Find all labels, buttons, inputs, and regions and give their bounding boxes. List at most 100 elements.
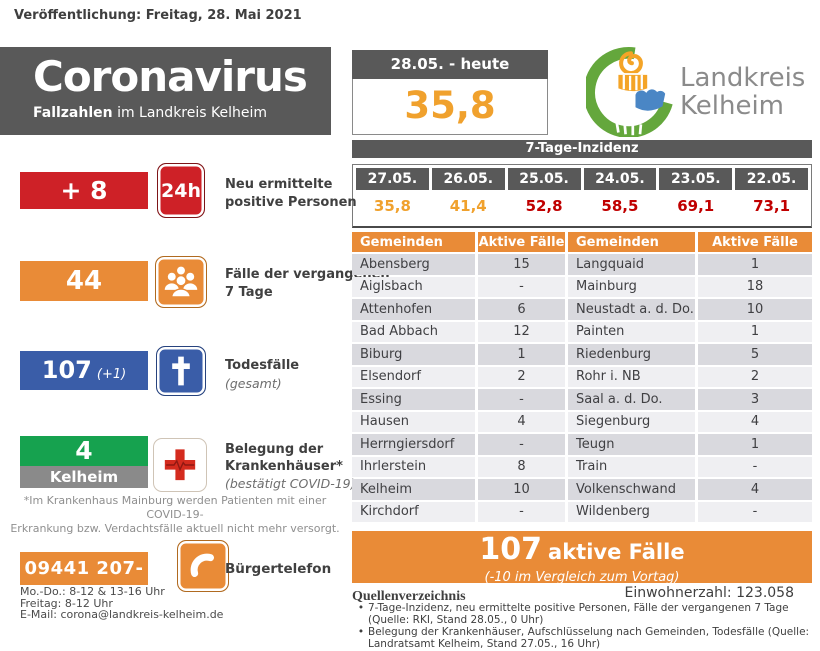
gemeinde-name-cell: Ihrlerstein [352,456,475,477]
hotline-hours-line1: Mo.-Do.: 8-12 & 13-16 Uhr [20,585,165,598]
active-cases-cell: 10 [478,479,565,500]
deaths-value: 107 [41,356,92,384]
bullet-icon: • [357,626,365,638]
page-subtitle: Fallzahlen im Landkreis Kelheim [33,105,331,121]
gemeinde-name-cell: Painten [568,321,695,342]
table-row: Biburg 1 Riedenburg 5 [352,344,812,365]
incidence-date: 27.05. [356,168,429,190]
population-count: Einwohnerzahl: 123.058 [624,585,795,601]
gemeinde-name-cell: Elsendorf [352,366,475,387]
active-cases-cell: 1 [698,321,812,342]
incidence-date: 24.05. [583,168,657,190]
gemeinde-name-cell: Biburg [352,344,475,365]
incidence-value: 41,4 [431,192,505,219]
active-cases-cell: 4 [698,479,812,500]
medical-cross-icon [153,438,207,492]
gemeinde-name-cell: Volkenschwand [568,479,695,500]
logo-icon [586,47,673,137]
gemeinde-name-cell: Neustadt a. d. Do. [568,299,695,320]
logo-line2: Kelheim [680,91,784,121]
deaths-value-box: 107 (+1) [20,351,148,390]
hospital-location: Kelheim [20,466,148,488]
table-row: Kirchdorf - Wildenberg - [352,501,812,522]
active-cases-total: 107 [479,532,543,567]
deaths-label: Todesfälle (gesamt) [225,357,299,393]
incidence-value: 58,5 [583,192,657,219]
deaths-delta: (+1) [96,367,127,382]
gemeinde-name-cell: Rohr i. NB [568,366,695,387]
incidence-section-title: 7-Tage-Inzidenz [352,140,812,158]
phone-handset-icon [177,540,229,592]
cross-icon [156,346,206,396]
table-body: Abensberg 15 Langquaid 1 Aiglsbach - Mainburg… [352,254,812,522]
active-cases-cell: 1 [698,254,812,275]
active-cases-cell: 3 [698,389,812,410]
deaths-label-text: Todesfälle [225,358,300,373]
hospital-label-line2: Krankenhäuser* [225,459,343,474]
incidence-history-table: 27.05. 35,8 26.05. 41,4 25.05. 52,8 24.05. 5… [352,164,812,228]
incidence-value: 69,1 [659,192,733,219]
active-cases-cell: 18 [698,276,812,297]
hospital-value: 4 [20,436,148,466]
today-incidence-value: 35,8 [352,79,548,135]
incidence-date: 22.05. [735,168,808,190]
column-header: Aktive Fälle [478,232,565,252]
column-header: Gemeinden [352,232,475,252]
seven-day-incidence-section: 7-Tage-Inzidenz 27.05. 35,8 26.05. 41,4 25… [352,140,812,228]
gemeinde-name-cell: Attenhofen [352,299,475,320]
gemeinde-name-cell: Kelheim [352,479,475,500]
table-row: Aiglsbach - Mainburg 18 [352,276,812,297]
table-row: Hausen 4 Siegenburg 4 [352,411,812,432]
gemeinde-name-cell: Hausen [352,411,475,432]
subtitle-rest: im Landkreis Kelheim [112,105,267,121]
table-row: Ihrlerstein 8 Train - [352,456,812,477]
hospital-label: Belegung der Krankenhäuser* (bestätigt C… [225,441,355,492]
logo-text: Landkreis Kelheim [680,64,805,120]
incidence-value: 35,8 [356,192,429,219]
deaths-sublabel: (gesamt) [225,376,282,391]
municipalities-table: Gemeinden Aktive Fälle Gemeinden Aktive … [352,232,812,524]
gemeinde-name-cell: Siegenburg [568,411,695,432]
hospital-footnote: *Im Krankenhaus Mainburg werden Patiente… [8,494,342,536]
gemeinde-name-cell: Teugn [568,434,695,455]
bullet-icon: • [357,602,365,614]
table-row: Attenhofen 6 Neustadt a. d. Do. 10 [352,299,812,320]
active-cases-cell: 4 [478,411,565,432]
active-cases-cell: 2 [478,366,565,387]
table-row: Abensberg 15 Langquaid 1 [352,254,812,275]
source-text: Belegung der Krankenhäuser, Aufschlüssel… [368,626,810,650]
gemeinde-name-cell: Aiglsbach [352,276,475,297]
active-cases-cell: 1 [478,344,565,365]
active-cases-cell: 2 [698,366,812,387]
hospital-footnote-line1: *Im Krankenhaus Mainburg werden Patiente… [23,494,327,521]
active-cases-cell: 15 [478,254,565,275]
gemeinde-name-cell: Herrngiersdorf [352,434,475,455]
active-cases-cell: 12 [478,321,565,342]
gemeinde-name-cell: Abensberg [352,254,475,275]
table-row: Kelheim 10 Volkenschwand 4 [352,479,812,500]
active-cases-cell: 5 [698,344,812,365]
hospital-footnote-line2: Erkrankung bzw. Verdachtsfälle aktuell n… [10,522,340,535]
active-cases-label: aktive Fälle [548,540,685,564]
active-cases-cell: 1 [698,434,812,455]
active-cases-cell: - [698,456,812,477]
table-row: Bad Abbach 12 Painten 1 [352,321,812,342]
gemeinde-name-cell: Train [568,456,695,477]
hotline-label: Bürgertelefon [225,561,332,577]
gemeinde-name-cell: Bad Abbach [352,321,475,342]
active-cases-cell: - [698,501,812,522]
table-row: Essing - Saal a. d. Do. 3 [352,389,812,410]
sources-list: • 7-Tage-Inzidenz, neu ermittelte positiv… [354,602,816,651]
active-cases-cell: 8 [478,456,565,477]
gemeinde-name-cell: Saal a. d. Do. [568,389,695,410]
column-header: Aktive Fälle [698,232,812,252]
week-cases-label-line1: Fälle der vergangenen [225,267,390,282]
active-cases-summary: 107 aktive Fälle (-10 im Vergleich zum Vo… [352,531,812,585]
gemeinde-name-cell: Essing [352,389,475,410]
active-cases-cell: - [478,434,565,455]
new-cases-label-line1: Neu ermittelte [225,177,333,192]
week-cases-label: Fälle der vergangenen 7 Tage [225,266,390,302]
source-text: 7-Tage-Inzidenz, neu ermittelte positive… [368,602,789,626]
active-cases-cell: - [478,276,565,297]
incidence-date: 26.05. [431,168,505,190]
